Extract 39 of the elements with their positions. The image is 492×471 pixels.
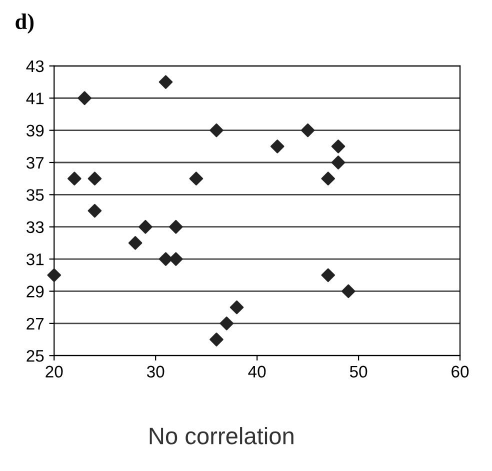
y-tick-label: 29 (26, 286, 44, 298)
y-tick-label: 25 (26, 350, 44, 362)
x-tick-label: 60 (452, 366, 469, 378)
point (168, 220, 183, 234)
point (210, 123, 224, 138)
chart-title: d) (16, 13, 34, 34)
x-tick-label: 20 (46, 366, 63, 378)
point (341, 284, 356, 298)
point (300, 123, 315, 138)
point (189, 172, 204, 186)
y-tick-label: 35 (26, 189, 44, 201)
point (168, 252, 183, 266)
y-tick-label: 27 (26, 318, 44, 330)
point (158, 75, 173, 89)
x-tick-label: 30 (146, 366, 164, 378)
point (230, 300, 244, 314)
point (138, 220, 152, 234)
y-tick-label: 41 (26, 92, 44, 104)
point (331, 139, 346, 154)
point (270, 139, 284, 154)
x-tick-label: 40 (248, 366, 266, 378)
point (88, 204, 102, 218)
point (321, 172, 336, 186)
y-tick-label: 33 (26, 221, 44, 234)
point (331, 156, 346, 170)
point (321, 268, 336, 282)
y-tick-label: 39 (26, 124, 44, 137)
point (88, 172, 102, 186)
text: No correlation (150, 427, 294, 444)
point (220, 316, 234, 330)
point (128, 236, 142, 250)
y-tick-label: 43 (26, 60, 44, 72)
point (47, 268, 62, 282)
y-tick-label: 31 (26, 253, 44, 266)
point (210, 332, 224, 346)
x-tick-label: 50 (350, 366, 368, 378)
y-tick-label: 37 (26, 156, 44, 169)
point (78, 91, 92, 106)
point (68, 172, 82, 186)
